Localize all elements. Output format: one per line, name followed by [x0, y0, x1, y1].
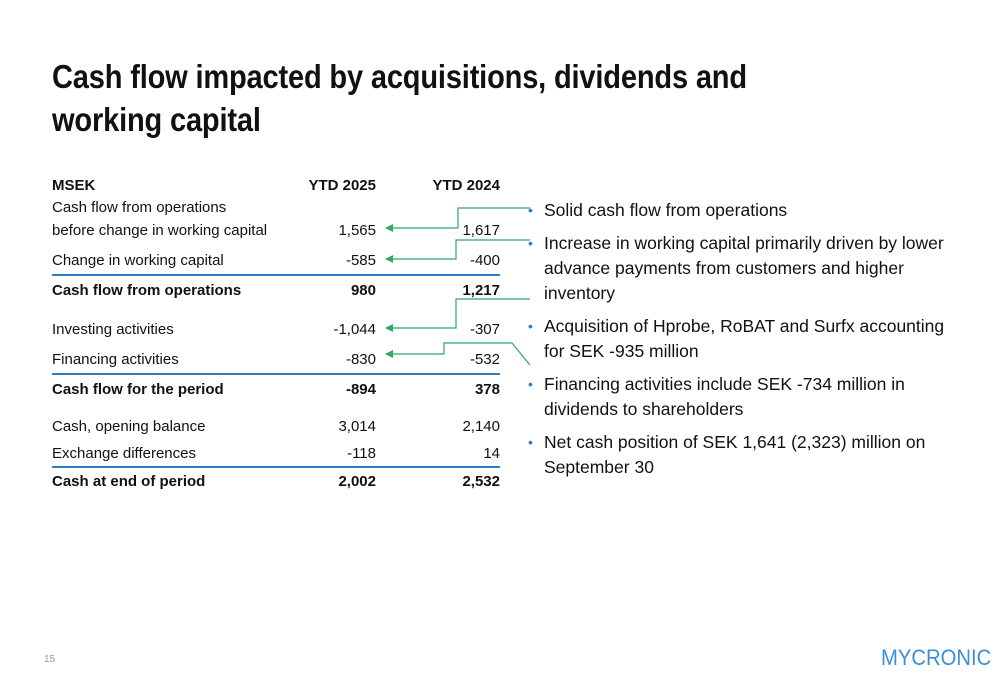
row-label: Exchange differences: [52, 445, 196, 462]
key-points-list: • Solid cash flow from operations • Increa…: [528, 198, 968, 488]
mycronic-logo: MYCRONIC: [881, 645, 992, 670]
row-value-2024: -532: [469, 351, 500, 368]
bullet-dot-icon: •: [528, 235, 533, 251]
row-label-total: Cash at end of period: [52, 473, 206, 490]
page-title: Cash flow impacted by acquisitions, divi…: [52, 58, 747, 138]
bullet-text: Financing activities include SEK -734 mi…: [544, 374, 905, 419]
row-label: Financing activities: [52, 351, 179, 368]
arrow-acquisitions: [385, 298, 530, 332]
bullet-item: • Acquisition of Hprobe, RoBAT and Surfx …: [528, 314, 968, 364]
bullet-dot-icon: •: [528, 376, 533, 392]
row-value-2025: -1,044: [333, 321, 376, 338]
divider: [52, 466, 500, 468]
arrow-working-capital: [385, 239, 530, 263]
row-value-2024: 2,140: [462, 418, 500, 435]
row-value-2025: -830: [345, 351, 376, 368]
row-value-2025: -118: [347, 445, 376, 462]
row-label-line2: before change in working capital: [52, 222, 268, 239]
row-value-2025: -585: [345, 252, 376, 269]
bullet-dot-icon: •: [528, 318, 533, 334]
bullet-text: Acquisition of Hprobe, RoBAT and Surfx a…: [544, 316, 945, 361]
row-label: Investing activities: [52, 321, 174, 338]
divider: [52, 373, 500, 375]
row-value-2025: 980: [350, 282, 376, 299]
row-value-2024: -307: [469, 321, 500, 338]
row-value-2025: 1,565: [338, 222, 376, 239]
row-value-2024: -400: [469, 252, 500, 269]
row-value-2025: 2,002: [338, 473, 376, 490]
bullet-text: Solid cash flow from operations: [544, 200, 788, 220]
row-value-2025: 3,014: [338, 418, 376, 435]
row-label-total: Cash flow for the period: [52, 381, 224, 398]
row-value-2024: 1,217: [462, 282, 500, 299]
page-number: 15: [44, 654, 56, 665]
bullet-item: • Increase in working capital primarily d…: [528, 231, 968, 306]
cash-flow-table: MSEK YTD 2025 YTD 2024 Cash flow from op…: [52, 0, 500, 685]
bullet-item: • Financing activities include SEK -734 m…: [528, 372, 968, 422]
bullet-text: Increase in working capital primarily dr…: [544, 233, 944, 303]
row-label-total: Cash flow from operations: [52, 282, 242, 299]
row-label: Cash, opening balance: [52, 418, 206, 435]
arrow-operations: [385, 207, 530, 232]
row-label: Change in working capital: [52, 252, 224, 269]
header-ytd-2025: YTD 2025: [308, 177, 376, 194]
row-value-2024: 1,617: [462, 222, 500, 239]
row-label: Cash flow from operations: [52, 199, 227, 216]
row-value-2024: 378: [474, 381, 500, 398]
row-value-2024: 14: [483, 445, 500, 462]
divider: [52, 274, 500, 276]
bullet-text: Net cash position of SEK 1,641 (2,323) m…: [544, 432, 926, 477]
bullet-item: • Net cash position of SEK 1,641 (2,323) …: [528, 430, 968, 480]
bullet-dot-icon: •: [528, 202, 533, 218]
arrow-financing: [385, 342, 531, 366]
header-label: MSEK: [52, 177, 96, 194]
bullet-item: • Solid cash flow from operations: [528, 198, 968, 223]
row-value-2024: 2,532: [462, 473, 500, 490]
row-value-2025: -894: [345, 381, 376, 398]
bullet-dot-icon: •: [528, 434, 533, 450]
header-ytd-2024: YTD 2024: [432, 177, 500, 194]
